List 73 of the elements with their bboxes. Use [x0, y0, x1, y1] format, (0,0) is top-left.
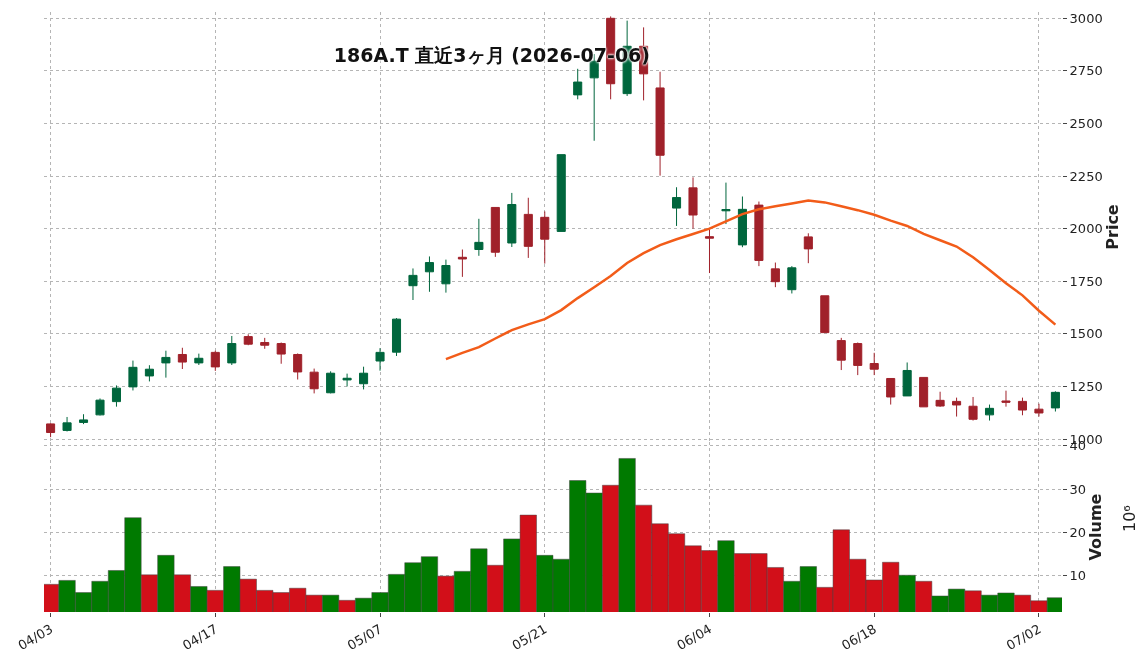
- y-tick-label: 3000: [1069, 10, 1103, 26]
- candlestick: [968, 396, 978, 422]
- candlestick: [1001, 390, 1011, 408]
- candlestick: [1050, 390, 1060, 412]
- candlestick: [326, 370, 336, 394]
- y-axis-title: Price: [1102, 204, 1122, 250]
- candlestick: [95, 397, 105, 416]
- candlestick: [309, 368, 319, 394]
- candlestick: [62, 416, 72, 432]
- candlestick: [655, 71, 665, 177]
- candlestick: [836, 337, 846, 371]
- candlestick: [424, 255, 434, 293]
- y-tick-label: 1750: [1069, 273, 1103, 289]
- y-tick-label: 10: [1069, 568, 1087, 584]
- candlestick: [737, 196, 747, 248]
- candlestick: [803, 232, 813, 264]
- candlestick: [523, 197, 533, 259]
- candlestick: [869, 352, 879, 376]
- candlestick: [293, 352, 303, 381]
- candlestick: [144, 364, 154, 382]
- candlestick: [886, 377, 896, 406]
- y-axis-title: Volume: [1086, 493, 1106, 561]
- candlestick: [342, 373, 352, 387]
- candlestick: [46, 422, 56, 438]
- candlestick: [490, 206, 500, 258]
- candlestick: [161, 350, 171, 379]
- candlestick: [556, 154, 566, 232]
- candlestick: [111, 384, 122, 408]
- candlestick: [1017, 397, 1027, 416]
- candlestick: [787, 265, 797, 294]
- candlestick: [507, 192, 517, 248]
- candlestick: [672, 186, 682, 227]
- candlestick: [276, 341, 286, 365]
- y-tick-label: 1500: [1069, 326, 1103, 342]
- candlestick: [177, 347, 187, 370]
- y-tick-label: 30: [1069, 481, 1087, 497]
- y-tick-label: 1250: [1069, 379, 1103, 395]
- candlestick: [770, 262, 780, 288]
- candlestick: [704, 228, 715, 274]
- candlestick: [359, 366, 369, 390]
- candlestick: [984, 404, 995, 422]
- candlestick: [935, 391, 945, 408]
- candlestick: [441, 259, 451, 294]
- candlestick: [260, 337, 270, 350]
- candlestick: [194, 353, 204, 366]
- candlestick: [853, 341, 863, 376]
- y-tick-label: 2000: [1069, 221, 1103, 237]
- y-tick-label: 2750: [1069, 63, 1103, 79]
- candlestick: [1034, 403, 1044, 418]
- candlestick: [952, 397, 962, 418]
- candlestick: [128, 360, 138, 391]
- y-tick-label: 2250: [1069, 168, 1103, 184]
- candlestick: [375, 347, 385, 372]
- candlestick: [820, 295, 830, 334]
- candlestick: [210, 350, 220, 372]
- candlestick: [457, 249, 467, 278]
- candlestick: [79, 413, 89, 425]
- candlestick: [919, 376, 929, 408]
- candlestick: [243, 333, 253, 346]
- line-series: [444, 199, 1057, 361]
- candlestick: [573, 68, 583, 100]
- text: 10⁶: [1120, 505, 1139, 532]
- candlestick: [474, 218, 484, 257]
- y-tick-label: 2500: [1069, 116, 1103, 132]
- candlestick: [754, 201, 764, 267]
- candlestick: [688, 176, 698, 230]
- candlestick: [902, 361, 912, 397]
- candlestick: [408, 267, 418, 301]
- candlestick: [391, 317, 402, 357]
- y-tick-label: 20: [1069, 524, 1087, 540]
- candlestick: [540, 210, 550, 265]
- candlestick: [721, 182, 731, 225]
- candlestick: [227, 335, 237, 366]
